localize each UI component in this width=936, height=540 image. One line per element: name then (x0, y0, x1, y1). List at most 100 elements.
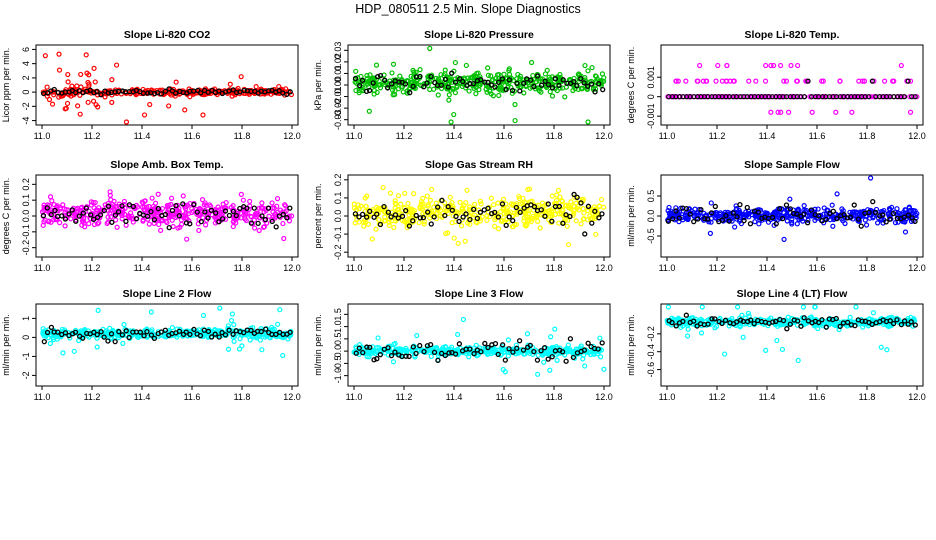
data-point (538, 82, 545, 88)
data-point (438, 350, 445, 356)
data-point (601, 75, 607, 81)
data-point (506, 66, 512, 72)
data-point (428, 221, 434, 227)
data-point (119, 203, 125, 209)
data-point (706, 219, 712, 225)
data-point (697, 62, 703, 69)
data-point (565, 342, 571, 348)
data-point (432, 79, 438, 86)
data-point (280, 220, 286, 227)
data-point (392, 212, 399, 218)
data-point (498, 352, 504, 358)
data-point (715, 62, 721, 69)
data-point (392, 205, 398, 211)
data-point (173, 202, 179, 209)
data-point (544, 345, 550, 352)
data-point (495, 200, 501, 206)
data-point (417, 73, 423, 80)
data-point (240, 197, 247, 203)
data-point (230, 208, 236, 215)
data-point (909, 215, 915, 221)
x-tick-label: 11.6 (184, 263, 201, 273)
data-point (898, 62, 904, 69)
data-point (512, 117, 518, 124)
x-tick-label: 11.2 (84, 392, 101, 402)
data-point (740, 334, 746, 340)
data-point (97, 215, 103, 221)
data-point (847, 214, 854, 220)
data-point (228, 317, 235, 324)
data-point (578, 221, 584, 227)
data-point (219, 216, 226, 222)
data-point (538, 348, 544, 354)
data-point (425, 345, 431, 351)
data-point (176, 328, 183, 334)
x-tick-label: 11.4 (446, 131, 463, 141)
data-point (834, 191, 840, 197)
data-point (402, 81, 409, 87)
data-point (57, 220, 63, 226)
data-point (884, 347, 890, 353)
data-point (93, 102, 99, 108)
data-point (442, 205, 449, 211)
data-point (504, 209, 510, 215)
data-point (238, 74, 244, 80)
data-point (676, 215, 683, 221)
data-point (226, 212, 233, 219)
data-point (374, 73, 381, 80)
data-point (536, 88, 542, 94)
data-point (774, 337, 780, 344)
data-point (88, 90, 94, 96)
data-point (48, 324, 55, 331)
data-point (702, 213, 708, 219)
panel-3: Slope Li-820 Temp. 11.0 11.2 11.4 11.6 11.8 12… (626, 29, 926, 141)
data-point (460, 316, 467, 323)
data-point (471, 351, 477, 357)
x-tick-label: 11.6 (809, 131, 826, 141)
x-tick-label: 11.6 (496, 131, 513, 141)
data-point (109, 77, 115, 83)
data-point (145, 216, 151, 222)
data-point (463, 211, 469, 217)
data-point (488, 73, 494, 79)
data-point (794, 211, 800, 217)
data-point (408, 73, 414, 79)
data-point (369, 236, 375, 242)
data-point (581, 80, 587, 86)
data-point (585, 119, 591, 125)
data-point (892, 220, 899, 226)
data-point (56, 67, 63, 73)
data-point (385, 85, 391, 91)
data-point (269, 218, 275, 225)
data-point (377, 72, 384, 79)
data-point (208, 207, 214, 213)
data-point (744, 212, 750, 219)
data-point (771, 62, 777, 69)
data-point (168, 195, 175, 201)
data-point (269, 87, 275, 93)
data-point (542, 78, 548, 84)
y-axis-label: ml/min per min. (1, 314, 11, 376)
data-point (356, 345, 362, 351)
data-point (571, 75, 577, 82)
data-point (670, 216, 676, 222)
data-point (128, 210, 134, 216)
data-point (564, 223, 570, 229)
data-point (371, 357, 377, 363)
data-point (801, 94, 808, 100)
data-point (514, 345, 520, 351)
data-point (198, 218, 204, 225)
data-point (523, 223, 529, 229)
data-point (834, 215, 840, 222)
data-point (863, 222, 870, 228)
data-point (123, 218, 129, 224)
data-point (484, 89, 490, 95)
data-point (388, 352, 395, 359)
data-point (769, 214, 776, 221)
data-point (277, 307, 283, 313)
data-point (364, 344, 370, 350)
x-tick-label: 11.8 (234, 263, 251, 273)
data-point (397, 73, 403, 79)
data-point (438, 85, 445, 92)
data-point (597, 335, 603, 341)
